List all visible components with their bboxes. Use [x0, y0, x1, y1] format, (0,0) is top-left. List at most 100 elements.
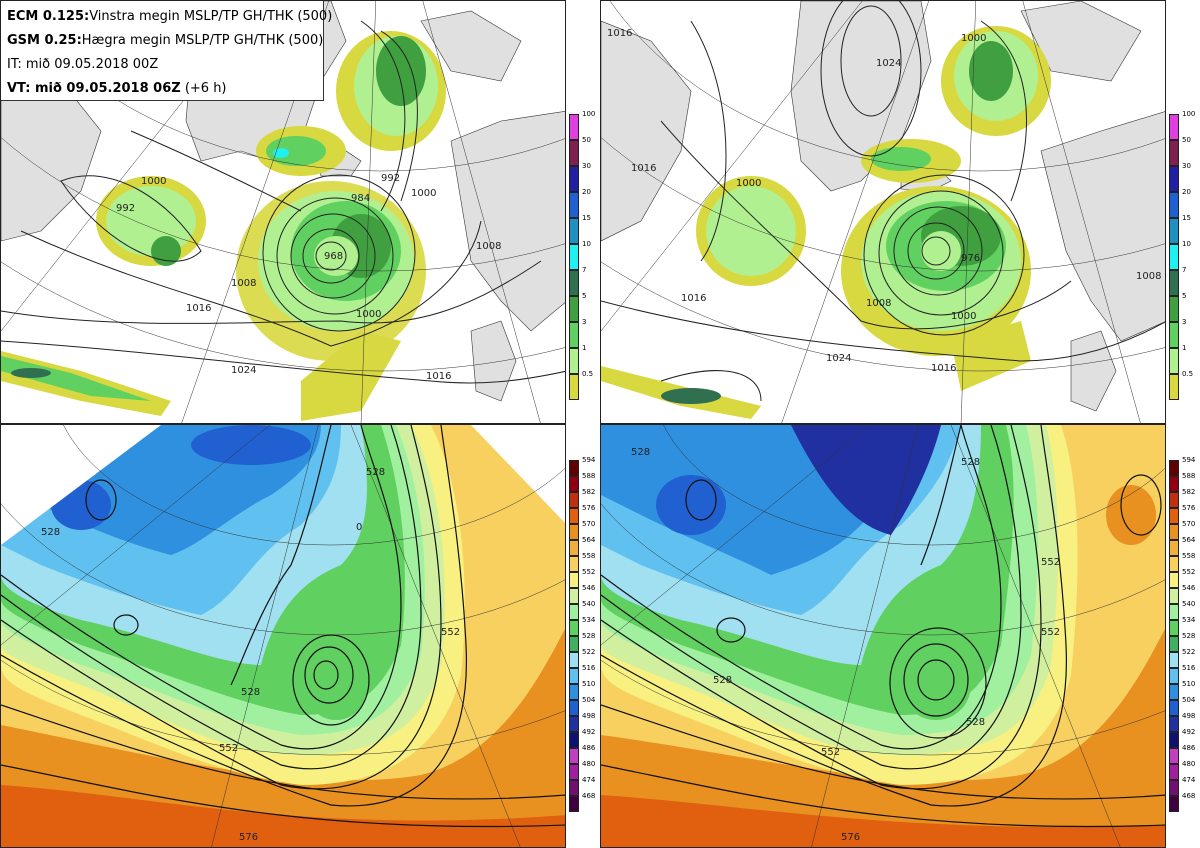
colorbar-label: 558 — [582, 552, 596, 560]
colorbar-label: 7 — [582, 266, 587, 274]
colorbar-label: 522 — [582, 648, 596, 656]
colorbar-cell — [1169, 374, 1179, 400]
graticule — [601, 1, 1165, 423]
valid-time-label: VT: mið 09.05.2018 06Z — [7, 81, 181, 96]
svg-text:992: 992 — [116, 203, 135, 214]
colorbar-label: 10 — [1182, 240, 1191, 248]
colorbar-label: 1 — [1182, 344, 1187, 352]
colorbar-cell — [569, 296, 579, 322]
colorbar-label: 492 — [1182, 728, 1196, 736]
colorbar-label: 100 — [582, 110, 596, 118]
svg-text:528: 528 — [713, 675, 732, 686]
colorbar-cell — [569, 636, 579, 652]
colorbar-label: 486 — [1182, 744, 1196, 752]
colorbar-cell — [1169, 620, 1179, 636]
colorbar-cell — [569, 588, 579, 604]
colorbar-cell — [1169, 508, 1179, 524]
colorbar-label: 534 — [1182, 616, 1196, 624]
colorbar-cell — [1169, 460, 1179, 476]
colorbar-cell — [569, 700, 579, 716]
thickness-colorbar-right: 594 588 582 576 570 564 558 552 546 540 534 528 522 5… — [1169, 457, 1199, 820]
colorbar-cell — [1169, 652, 1179, 668]
svg-text:1024: 1024 — [826, 353, 851, 364]
colorbar-cell — [569, 244, 579, 270]
colorbar-cell — [1169, 796, 1179, 812]
svg-text:0: 0 — [356, 522, 362, 533]
svg-text:528: 528 — [961, 457, 980, 468]
colorbar-cell — [569, 114, 579, 140]
colorbar-cell — [569, 140, 579, 166]
colorbar-cell — [1169, 572, 1179, 588]
colorbar-label: 504 — [1182, 696, 1196, 704]
colorbar-label: 0.5 — [1182, 370, 1194, 378]
forecast-info-box: ECM 0.125:Vinstra megin MSLP/TP GH/THK (… — [1, 1, 332, 101]
colorbar-cell — [569, 374, 579, 400]
colorbar-label: 30 — [582, 162, 591, 170]
colorbar-label: 1 — [582, 344, 587, 352]
colorbar-label: 7 — [1182, 266, 1187, 274]
info-line-ecm: ECM 0.125:Vinstra megin MSLP/TP GH/THK (… — [7, 5, 332, 29]
colorbar-label: 564 — [1182, 536, 1196, 544]
colorbar-label: 534 — [582, 616, 596, 624]
colorbar-cell — [569, 492, 579, 508]
colorbar-cell — [1169, 684, 1179, 700]
colorbar-label: 20 — [1182, 188, 1191, 196]
colorbar-cell — [569, 508, 579, 524]
colorbar-cell — [569, 556, 579, 572]
colorbar-label: 474 — [582, 776, 596, 784]
graticule — [601, 425, 1165, 847]
colorbar-cell — [569, 652, 579, 668]
svg-text:1008: 1008 — [476, 241, 501, 252]
colorbar-cell — [569, 322, 579, 348]
colorbar-cell — [1169, 270, 1179, 296]
gsm-mslp-precip-svg: 1016 1024 1016 1000 1008 1000 976 1024 1… — [601, 1, 1165, 423]
colorbar-label: 552 — [1182, 568, 1196, 576]
ecm-thickness-map: 528 552 528 552 576 528 0 — [0, 424, 566, 848]
colorbar-cell — [1169, 604, 1179, 620]
info-line-init-time: IT: mið 09.05.2018 00Z — [7, 57, 159, 72]
colorbar-label: 510 — [1182, 680, 1196, 688]
ecm-model-desc: Vinstra megin MSLP/TP GH/THK (500) — [89, 9, 333, 24]
colorbar-cell — [1169, 244, 1179, 270]
svg-text:984: 984 — [351, 193, 370, 204]
colorbar-cell — [1169, 764, 1179, 780]
graticule — [1, 1, 565, 423]
svg-text:1024: 1024 — [231, 365, 256, 376]
svg-text:1016: 1016 — [426, 371, 451, 382]
colorbar-cell — [569, 192, 579, 218]
gsm-model-label: GSM 0.25: — [7, 33, 82, 48]
colorbar-cell — [569, 732, 579, 748]
svg-text:1000: 1000 — [356, 309, 381, 320]
colorbar-cell — [569, 218, 579, 244]
isobar-labels: 1000 992 984 992 1000 1008 1016 1024 101… — [116, 173, 501, 382]
svg-text:1016: 1016 — [607, 28, 632, 39]
colorbar-cell — [1169, 348, 1179, 374]
colorbar-label: 474 — [1182, 776, 1196, 784]
colorbar-label: 15 — [582, 214, 591, 222]
valid-time-offset: (+6 h) — [184, 81, 227, 96]
colorbar-label: 588 — [582, 472, 596, 480]
colorbar-cell — [1169, 296, 1179, 322]
colorbar-label: 5 — [582, 292, 587, 300]
svg-text:1016: 1016 — [186, 303, 211, 314]
colorbar-cell — [569, 540, 579, 556]
colorbar-cell — [569, 748, 579, 764]
svg-text:1008: 1008 — [231, 278, 256, 289]
isobars — [601, 1, 1165, 402]
colorbar-cell — [569, 668, 579, 684]
colorbar-label: 10 — [582, 240, 591, 248]
info-line-gsm: GSM 0.25:Hægra megin MSLP/TP GH/THK (500… — [7, 29, 323, 53]
ecm-mslp-precip-map: 1000 992 984 992 1000 1008 1016 1024 101… — [0, 0, 566, 424]
svg-text:1000: 1000 — [961, 33, 986, 44]
colorbar-label: 498 — [1182, 712, 1196, 720]
colorbar-cell — [569, 572, 579, 588]
colorbar-label: 486 — [582, 744, 596, 752]
colorbar-cell — [1169, 114, 1179, 140]
svg-text:1000: 1000 — [951, 311, 976, 322]
colorbar-label: 546 — [582, 584, 596, 592]
svg-text:552: 552 — [821, 747, 840, 758]
isobars — [1, 20, 565, 384]
svg-text:1024: 1024 — [876, 58, 901, 69]
colorbar-cell — [569, 270, 579, 296]
colorbar-cell — [569, 780, 579, 796]
